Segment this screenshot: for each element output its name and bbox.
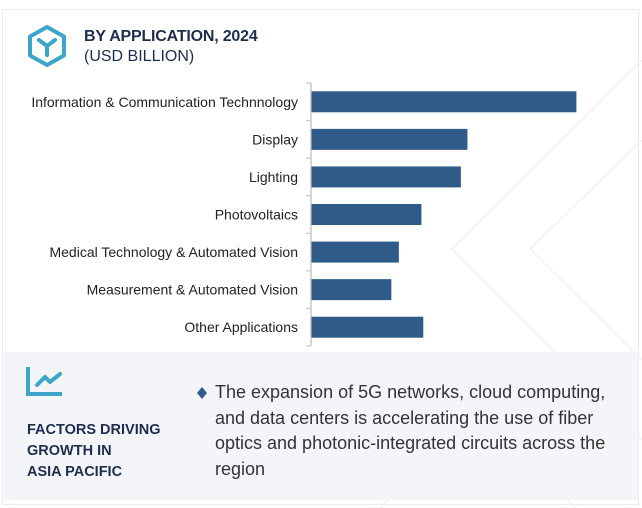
category-label: Information & Communication Technnology — [31, 94, 298, 110]
category-label: Measurement & Automated Vision — [87, 282, 298, 298]
chart-title: BY APPLICATION, 2024 — [84, 28, 258, 45]
chart-subtitle: (USD BILLION) — [84, 48, 195, 65]
factor-bullet-text: The expansion of 5G networks, cloud comp… — [215, 382, 606, 479]
factors-heading-line: GROWTH IN — [27, 443, 112, 459]
bar-chart: Information & Communication Technnology D… — [31, 82, 577, 347]
diamond-bullet-icon — [197, 387, 207, 399]
category-label: Medical Technology & Automated Vision — [49, 244, 298, 260]
factors-heading-line: ASIA PACIFIC — [27, 464, 123, 480]
trend-line-icon — [26, 367, 62, 396]
factors-panel — [4, 352, 638, 500]
bar — [311, 241, 399, 263]
category-label: Lighting — [249, 169, 298, 185]
bar — [311, 204, 422, 225]
factors-heading-line: FACTORS DRIVING — [27, 422, 161, 438]
cube-icon — [28, 25, 66, 67]
category-label: Display — [252, 131, 298, 147]
bar — [311, 279, 392, 301]
factors-heading: FACTORS DRIVING GROWTH IN ASIA PACIFIC — [27, 420, 197, 483]
bar — [311, 166, 461, 188]
bar — [311, 128, 468, 150]
category-label: Photovoltaics — [215, 207, 298, 223]
bar — [311, 316, 424, 338]
category-label: Other Applications — [184, 319, 298, 335]
bar — [311, 91, 577, 113]
